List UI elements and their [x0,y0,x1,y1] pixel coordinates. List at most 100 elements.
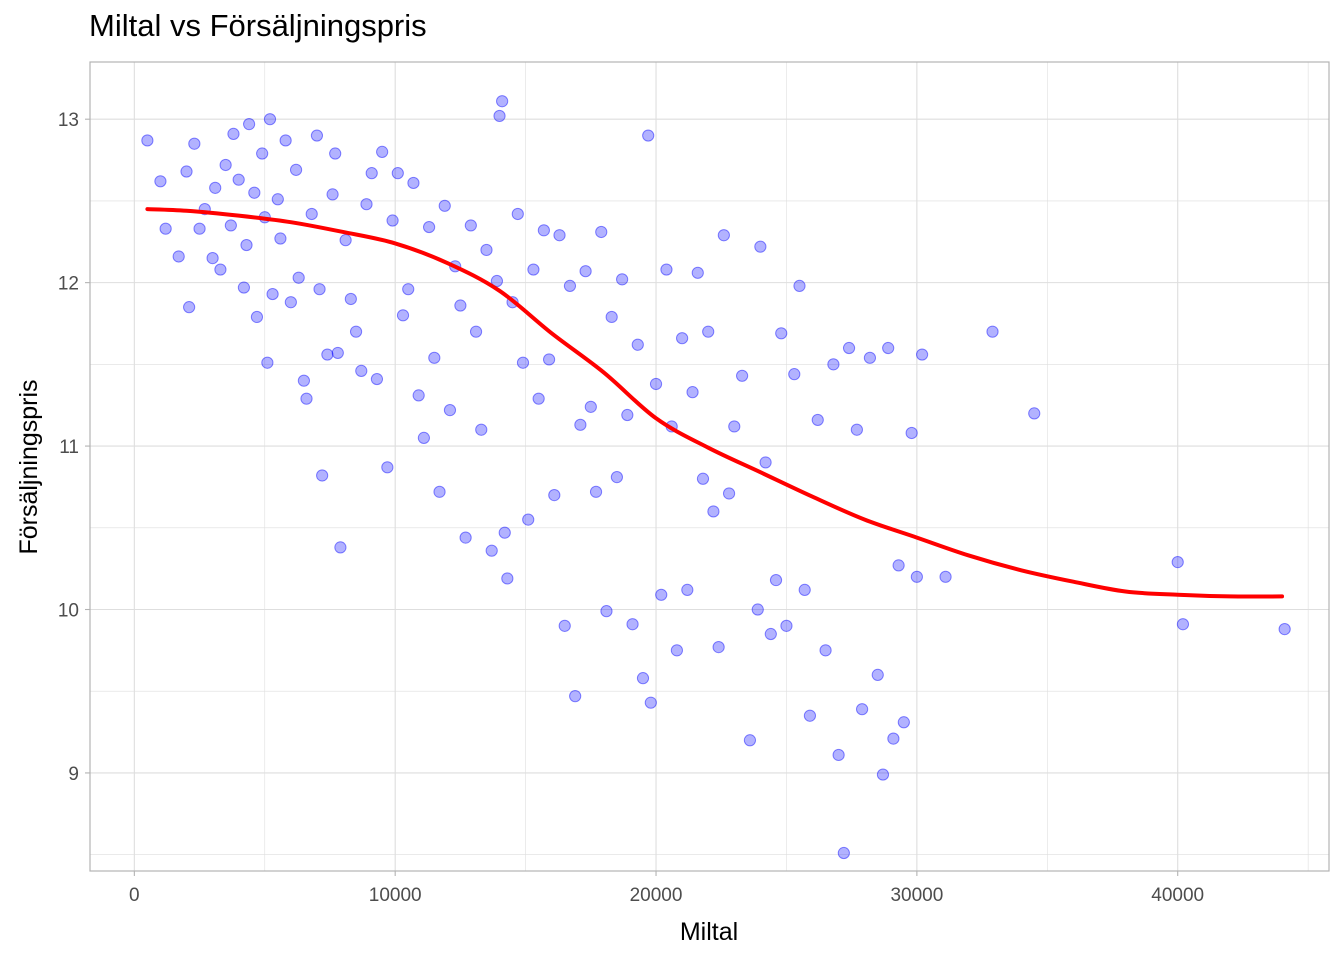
x-axis-title: Miltal [680,918,738,946]
data-point [381,461,394,474]
data-point [391,167,404,180]
data-point [141,134,154,147]
data-point [370,372,384,386]
data-point [1278,623,1291,636]
data-point [558,619,571,632]
data-point [248,186,261,199]
data-point [876,768,890,781]
data-point [237,281,250,294]
data-point [686,386,699,399]
data-point [511,207,524,221]
data-point [219,158,232,172]
data-point [271,193,284,206]
data-point [764,627,777,641]
data-point [676,332,689,345]
data-point [321,348,334,361]
data-point [279,134,292,147]
data-point [480,243,493,257]
x-tick-label: 40000 [1151,885,1204,906]
data-point [428,351,441,364]
data-point [422,220,436,234]
data-point [172,250,185,263]
data-point [344,292,357,306]
data-point [892,559,905,572]
data-point [811,413,824,427]
data-point [636,672,650,685]
data-point [887,732,900,745]
data-point [183,301,196,314]
data-point [769,573,783,587]
data-point [754,240,767,253]
data-point [670,644,683,657]
y-tick-label: 12 [58,274,79,295]
data-point [159,222,172,235]
y-tick-label: 13 [58,110,79,131]
data-point [289,163,303,176]
data-point [631,338,644,351]
data-point [180,165,193,178]
data-point [579,265,592,278]
data-point [1176,618,1190,631]
data-point [832,748,845,762]
data-point [905,426,918,440]
data-point [882,341,895,355]
data-point [305,207,318,221]
data-point [300,392,313,405]
data-point [743,734,757,747]
data-point [644,696,657,709]
data-point [939,570,952,583]
data-point [553,229,566,242]
data-point [819,644,832,657]
data-point [751,603,764,616]
data-point [696,472,710,485]
data-point [243,118,256,131]
data-point [897,716,910,729]
data-point [433,485,446,498]
data-point [616,273,629,286]
data-point [339,234,352,247]
data-point [610,471,624,484]
data-point [780,619,793,632]
smooth-line-group [145,207,1285,599]
data-point [284,296,297,309]
data-point [736,369,749,382]
data-point [522,513,535,526]
data-point [1171,556,1184,569]
data-point [717,229,730,242]
x-tick-label: 0 [129,885,140,906]
data-point [626,618,639,631]
data-point [313,283,326,296]
data-point [621,408,634,422]
data-point [224,219,237,232]
data-point [292,271,305,284]
data-point [206,252,219,265]
data-point [584,400,597,413]
data-point [459,531,472,544]
data-point [775,327,788,340]
data-point [490,274,504,288]
x-tick-label: 20000 [630,885,683,906]
data-point [649,377,663,391]
data-point [842,341,856,355]
chart-title: Miltal vs Försäljningspris [89,8,427,43]
data-point [412,389,425,402]
data-point [396,309,410,322]
data-point [402,283,415,296]
data-point [722,487,736,500]
data-point [691,266,704,279]
data-point [485,544,498,557]
data-point [563,279,577,293]
data-point [438,199,451,212]
data-point [464,219,477,232]
data-point [1028,407,1041,420]
data-point [250,310,264,324]
data-point [827,358,840,371]
data-point [443,404,457,417]
data-point [681,583,694,596]
data-point [240,238,253,252]
data-point [712,640,725,654]
data-point [256,147,269,160]
x-tick-label: 10000 [369,885,422,906]
data-point [188,137,201,150]
data-point [227,127,240,141]
